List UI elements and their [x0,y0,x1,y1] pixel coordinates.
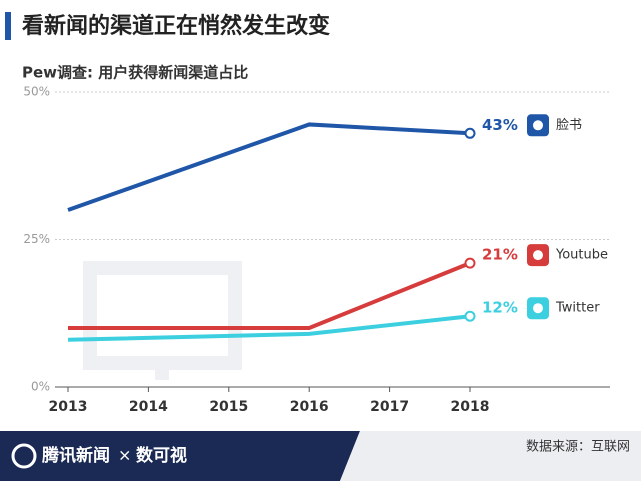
series-line [68,261,471,330]
legend-label: 脸书 [556,118,582,133]
x-tick-label: 2017 [370,399,409,415]
footer-brand: 腾讯新闻 [42,445,110,466]
background-illustration [83,261,242,380]
y-tick-label: 50% [23,85,50,99]
footer-source: 数据来源：互联网 [526,440,630,455]
legend-icon-glyph [533,250,543,261]
legend-label: Youtube [555,248,608,263]
end-point [464,257,476,269]
footer-band-light [340,431,641,481]
series-line [67,122,471,212]
footer-logo [11,443,37,469]
chart-subtitle: Pew调查: 用户获得新闻渠道占比 [22,64,248,82]
legend-label: Twitter [555,301,600,316]
y-tick-label: 0% [31,380,50,394]
chart-title: 看新闻的渠道正在悄然发生改变 [22,13,330,39]
end-point [464,127,476,139]
legend-icon-glyph [533,120,543,131]
series-line [67,314,471,342]
footer-partner: 数可视 [136,445,187,466]
x-tick-label: 2018 [451,399,490,415]
value-label: 21% [482,246,518,264]
x-tick-label: 2016 [290,399,329,415]
x-tick-label: 2013 [49,399,88,415]
x-tick-label: 2015 [209,399,248,415]
legend-icon-glyph [533,303,543,314]
y-tick-label: 25% [23,232,50,246]
title-bar [5,12,11,40]
value-label: 43% [482,116,518,134]
footer-cross: × [118,446,131,465]
x-tick-label: 2014 [129,399,168,415]
footer-band [0,431,360,481]
end-point [464,310,476,322]
value-label: 12% [482,299,518,317]
